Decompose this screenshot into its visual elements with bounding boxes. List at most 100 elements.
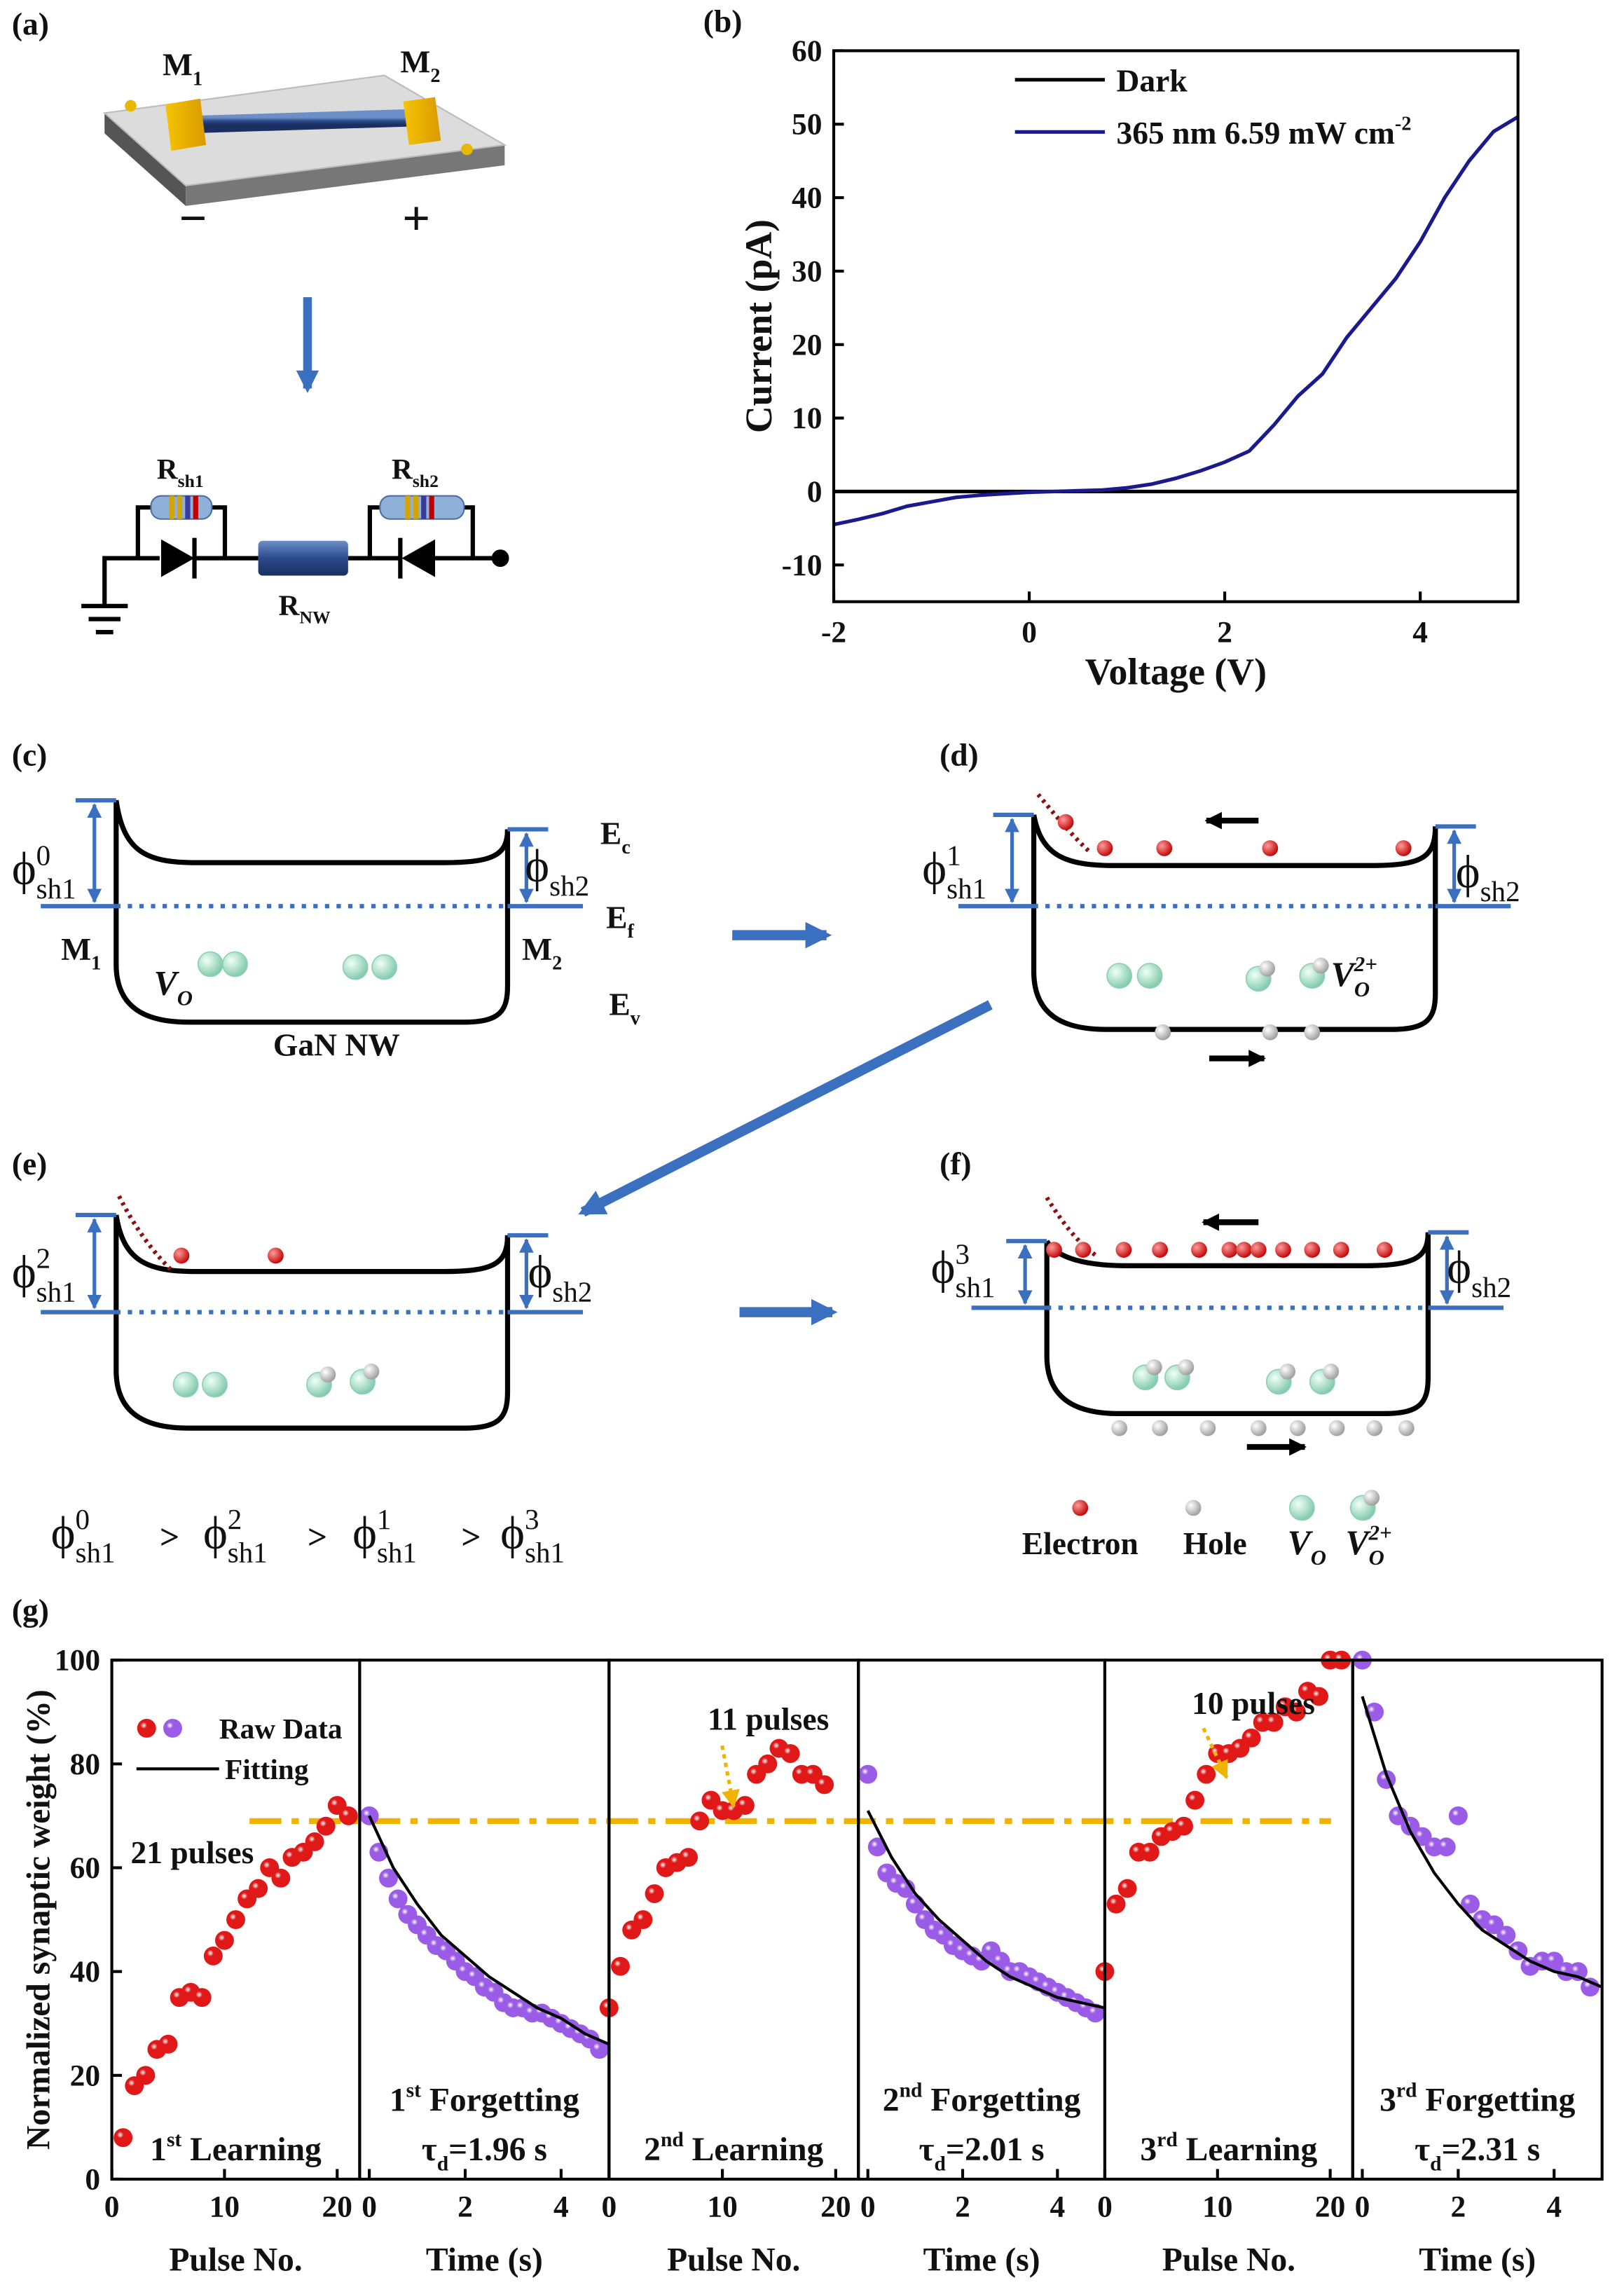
y-tick-label: 50 [792, 108, 822, 142]
label-part: 3 [1379, 2082, 1396, 2119]
label-part: 3 [525, 1503, 539, 1535]
electron [1096, 840, 1113, 856]
label-part: V [1345, 1523, 1371, 1562]
y-tick-label: -10 [782, 549, 823, 582]
label-part: Learning [1178, 2132, 1318, 2168]
label-part: Forgetting [421, 2082, 579, 2119]
data-point [379, 1868, 398, 1888]
resistor-band [413, 495, 419, 519]
x-tick-label: 0 [601, 2190, 617, 2224]
label-part: 2 [430, 65, 440, 87]
label-part: τ [1415, 2132, 1430, 2168]
conduction-band [113, 1214, 511, 1275]
label: Rsh1 [157, 453, 204, 491]
label-part: R [279, 589, 301, 621]
electron [1304, 1242, 1321, 1258]
label-part: sh1 [525, 1537, 565, 1569]
legend-label: 365 nm 6.59 mW cm-2 [1117, 114, 1412, 151]
fit-line [866, 1810, 1106, 2010]
hole [1366, 1420, 1383, 1436]
label-part: 2 [228, 1503, 242, 1535]
label-part: ϕ [1456, 846, 1480, 898]
electron [1046, 1242, 1062, 1258]
contact [165, 98, 207, 151]
data-point [690, 1811, 710, 1831]
electron [1115, 1242, 1132, 1258]
series-line [833, 115, 1520, 527]
label-part: sh2 [413, 471, 439, 491]
label-part: ϕ [525, 841, 549, 892]
x-axis-label: Time (s) [923, 2242, 1040, 2278]
label-part: 1 [193, 68, 202, 90]
hole [1155, 1024, 1171, 1041]
data-point [735, 1796, 755, 1816]
annotation: 10 pulses [1192, 1685, 1315, 1721]
label-part: sh1 [377, 1537, 417, 1569]
electron [1075, 1242, 1092, 1258]
contact [403, 97, 441, 145]
label-part: R [157, 453, 179, 485]
resistor-band [185, 495, 191, 519]
hole [1178, 1359, 1195, 1375]
valence-band [1044, 1232, 1431, 1417]
x-tick-label: 4 [1412, 616, 1428, 650]
label-part: 3 [1140, 2132, 1157, 2168]
x-tick-label: 4 [553, 2190, 569, 2224]
label-part: Forgetting [922, 2082, 1080, 2119]
label: (g) [12, 1592, 49, 1628]
plot-frame [832, 49, 1520, 603]
hole [1145, 1359, 1162, 1375]
wire [464, 505, 475, 558]
subplot-title: 3rd Forgetting [1379, 2080, 1575, 2119]
electron [268, 1247, 284, 1264]
label: GaN NW [273, 1027, 400, 1062]
y-tick-label: 20 [792, 328, 822, 362]
hole [1279, 1364, 1296, 1380]
legend-label: Dark [1117, 62, 1188, 98]
x-tick-label: 4 [1050, 2190, 1065, 2224]
annotation: 11 pulses [708, 1701, 829, 1737]
label-part: ϕ [12, 1247, 36, 1298]
valence-band [113, 800, 511, 1025]
label: ϕ1 sh1 [922, 839, 986, 905]
hole [1323, 1364, 1340, 1380]
label-part: O [1369, 1546, 1384, 1570]
data-point [203, 1946, 223, 1965]
label: > [308, 1518, 327, 1556]
x-tick-label: 10 [1202, 2190, 1232, 2224]
hole [363, 1364, 380, 1380]
diode [401, 539, 436, 577]
label-part: sh1 [36, 1275, 76, 1308]
data-point [305, 1832, 324, 1851]
electron [1057, 814, 1074, 830]
data-point [1264, 1713, 1284, 1732]
label-part: 2 [552, 952, 562, 974]
resistor-band [193, 495, 198, 519]
label-part: ϕ [528, 1247, 552, 1298]
y-tick-label: 40 [70, 1955, 100, 1989]
resistor-band [429, 495, 434, 519]
x-axis-label: Time (s) [1419, 2242, 1536, 2278]
label-part: ϕ [51, 1508, 76, 1559]
label: RNW [279, 589, 331, 627]
label-part: =1.96 s [448, 2132, 547, 2168]
vacancy [172, 1371, 199, 1398]
label: ϕ3 sh1 [500, 1503, 565, 1569]
label-part: c [621, 837, 631, 858]
label: (b) [703, 4, 743, 39]
wire [102, 556, 160, 606]
label: (a) [12, 6, 49, 42]
label-part: -2 [1395, 114, 1412, 135]
subplot-title: 3rd Learning [1140, 2129, 1317, 2168]
data-point [1496, 1926, 1516, 1945]
x-tick-label: 10 [707, 2190, 737, 2224]
conduction-band [1031, 814, 1438, 868]
data-point [1117, 1879, 1137, 1898]
data-point [758, 1754, 778, 1773]
label-part: ϕ [203, 1508, 228, 1559]
resistor-band [169, 495, 174, 519]
x-tick-label: 2 [955, 2190, 970, 2224]
y-tick-label: 10 [792, 402, 822, 435]
nanowire-resistor [258, 540, 348, 576]
hole [1250, 1420, 1267, 1436]
